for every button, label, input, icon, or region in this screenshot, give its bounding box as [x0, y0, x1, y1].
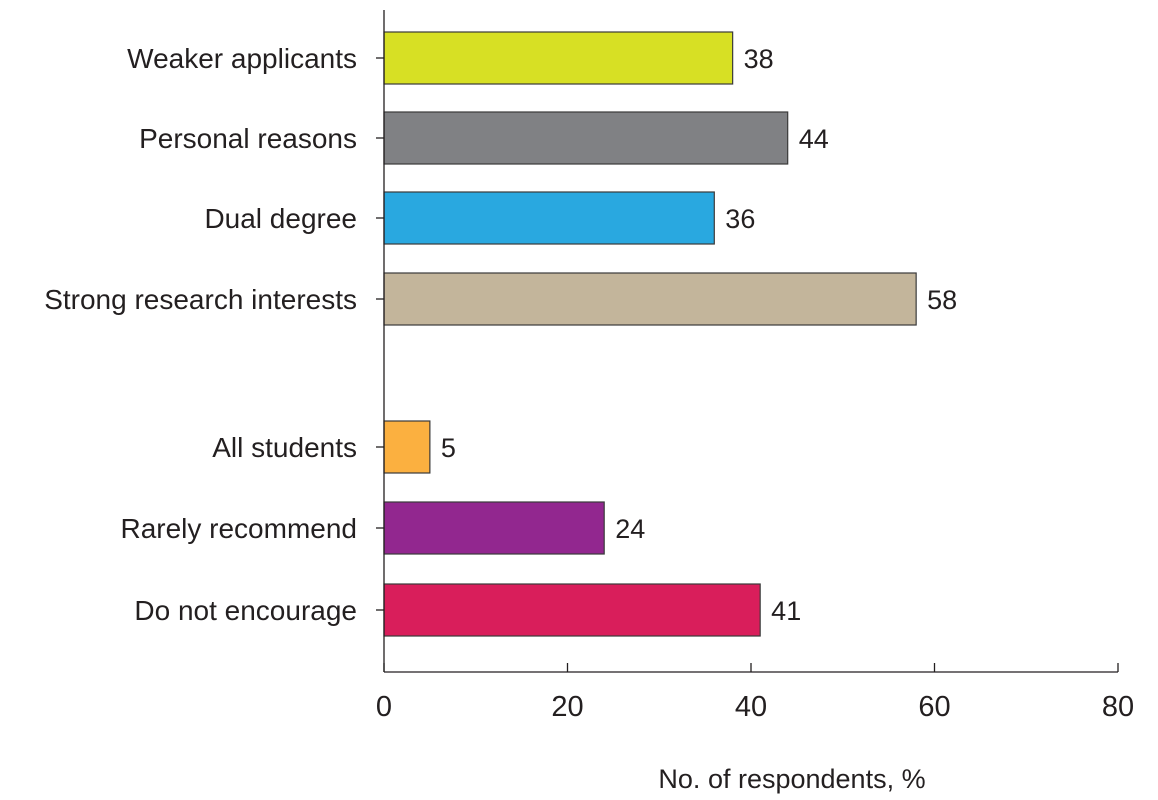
labels-layer: Weaker applicants 38 Personal reasons 44 Dua… — [44, 43, 957, 626]
bar-strong-research-interests — [383, 272, 917, 326]
category-label-dual-degree: Dual degree — [204, 203, 357, 234]
category-label-strong-research-interests: Strong research interests — [44, 284, 357, 315]
bar-dual-degree — [383, 191, 715, 245]
axis-layer: 0 20 40 60 80 — [376, 10, 1134, 723]
x-tick-label-0: 0 — [376, 691, 392, 723]
x-tick-label-80: 80 — [1102, 691, 1134, 723]
bars-layer — [383, 31, 917, 637]
bar-weaker-applicants — [383, 31, 734, 85]
value-label-all-students: 5 — [441, 433, 456, 463]
category-label-weaker-applicants: Weaker applicants — [127, 43, 357, 74]
bar-all-students — [383, 420, 431, 474]
category-label-do-not-encourage: Do not encourage — [134, 595, 357, 626]
value-label-dual-degree: 36 — [725, 204, 755, 234]
category-label-all-students: All students — [212, 432, 357, 463]
bar-personal-reasons — [383, 111, 789, 165]
value-label-weaker-applicants: 38 — [744, 44, 774, 74]
category-label-rarely-recommend: Rarely recommend — [120, 513, 357, 544]
value-label-personal-reasons: 44 — [799, 124, 829, 154]
value-label-rarely-recommend: 24 — [615, 514, 645, 544]
value-label-do-not-encourage: 41 — [771, 596, 801, 626]
bar-do-not-encourage — [383, 583, 761, 637]
category-label-personal-reasons: Personal reasons — [139, 123, 357, 154]
x-axis-title: No. of respondents, % — [658, 764, 925, 794]
value-label-strong-research-interests: 58 — [927, 285, 957, 315]
bar-rarely-recommend — [383, 501, 605, 555]
x-tick-label-60: 60 — [918, 691, 950, 723]
x-tick-label-20: 20 — [551, 691, 583, 723]
x-tick-label-40: 40 — [735, 691, 767, 723]
